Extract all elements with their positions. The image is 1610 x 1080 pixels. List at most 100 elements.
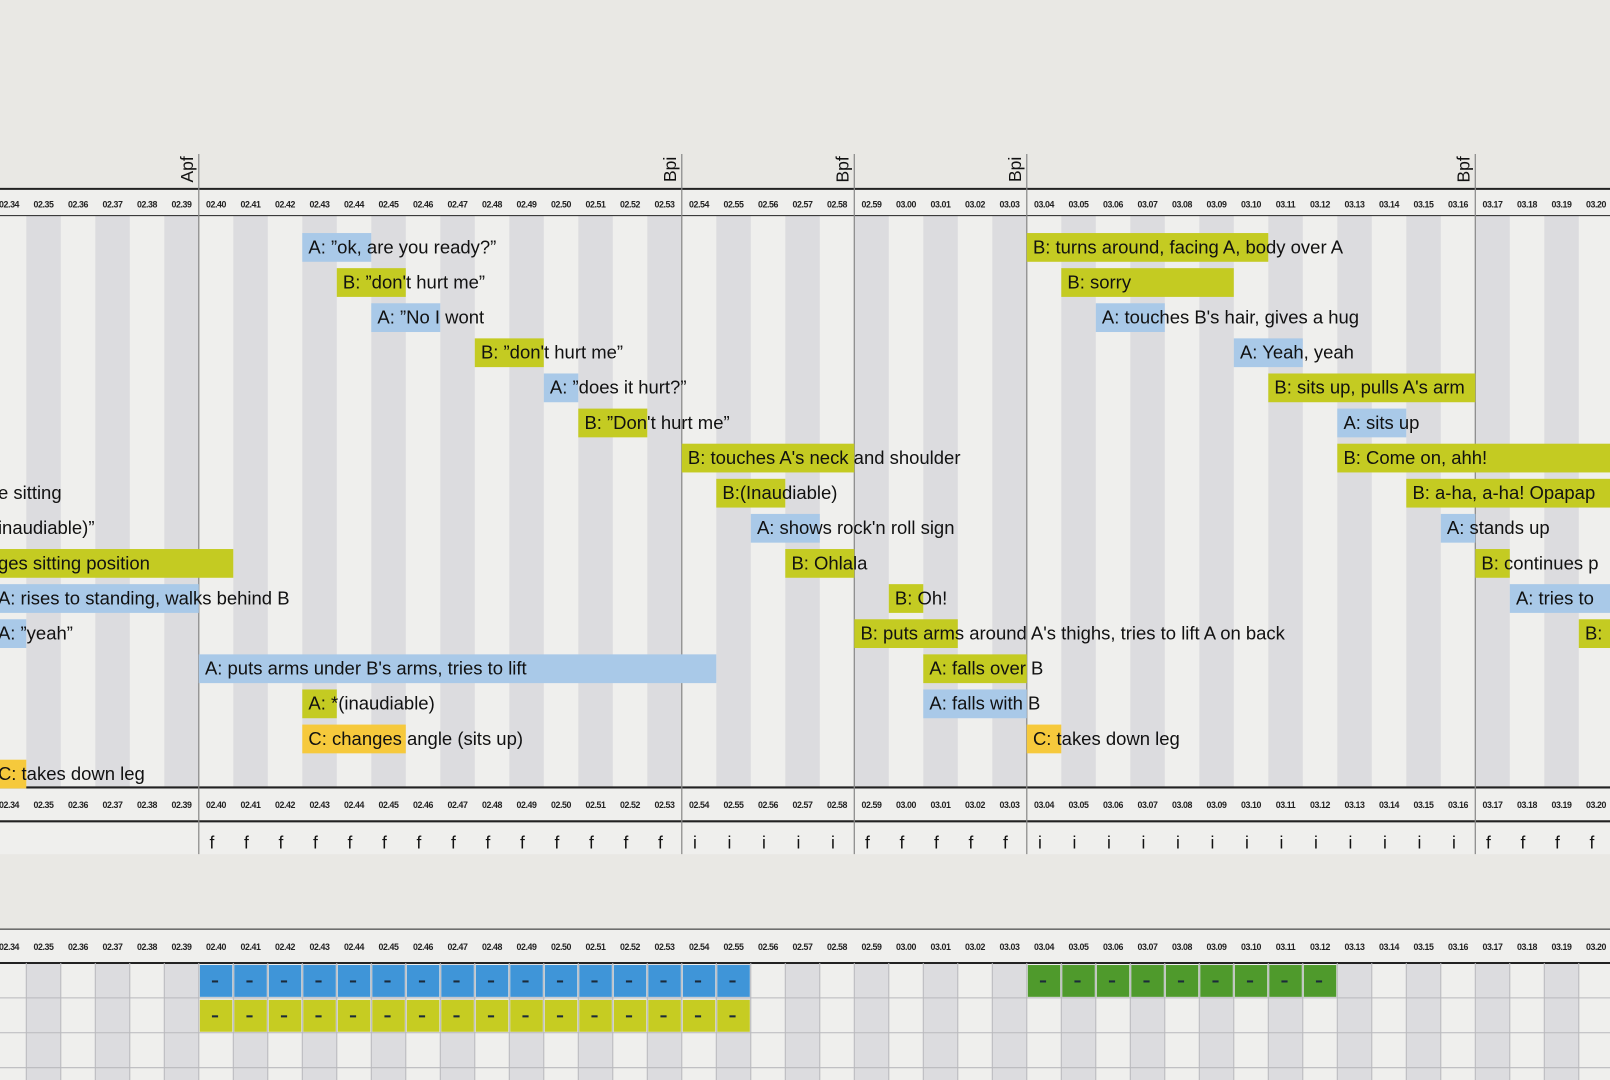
time-label: 03.07: [1138, 942, 1159, 952]
time-label: 03.20: [1586, 800, 1607, 810]
cell-tick: [487, 980, 495, 983]
time-label: 02.37: [103, 800, 124, 810]
time-label: 03.11: [1276, 942, 1296, 952]
time-label: 02.45: [379, 942, 400, 952]
time-label: 03.19: [1552, 200, 1573, 210]
cell-tick: [625, 1015, 633, 1018]
time-label: 03.17: [1483, 800, 1504, 810]
time-label: 03.07: [1138, 800, 1159, 810]
time-label: 03.19: [1552, 800, 1573, 810]
cell-tick: [1039, 980, 1047, 983]
column-stripe: [992, 962, 1027, 1080]
cell-tick: [246, 1015, 253, 1018]
event-box: [302, 724, 406, 754]
event-label: ges sitting position: [0, 552, 150, 573]
time-label: 02.47: [448, 942, 469, 952]
cell-tick: [1246, 980, 1254, 983]
time-label: 02.53: [655, 942, 676, 952]
time-label: 02.42: [275, 942, 296, 952]
time-label: 02.34: [0, 200, 20, 210]
phase-code: f: [1555, 832, 1560, 852]
time-label: 02.57: [793, 800, 814, 810]
event-box: [1026, 233, 1269, 262]
event-box: [1095, 303, 1165, 333]
time-label: 03.00: [896, 200, 917, 210]
time-label: 03.13: [1345, 942, 1366, 952]
event-label: A: puts arms under B's arms, tries to li…: [205, 658, 527, 679]
cell-tick: [453, 1015, 460, 1018]
cell-tick: [315, 1015, 322, 1018]
event-box: [302, 233, 372, 262]
time-label: 02.40: [206, 800, 227, 810]
event-label: A: rises to standing, walks behind B: [0, 587, 290, 608]
event-box: [750, 513, 820, 543]
cell-tick: [556, 980, 564, 983]
time-label: 02.49: [517, 800, 538, 810]
event-label: B: Oh!: [895, 587, 947, 608]
time-label: 02.55: [724, 942, 745, 952]
event-box: [1233, 338, 1303, 368]
phase-code: f: [589, 832, 594, 852]
event-box: [371, 303, 441, 333]
phase-label: Bpi: [660, 157, 680, 182]
time-label: 02.38: [137, 200, 158, 210]
time-label: 02.59: [862, 800, 883, 810]
time-label: 03.02: [965, 800, 986, 810]
column-stripe: [509, 215, 544, 788]
event-box: [1337, 443, 1610, 473]
event-label: B: continues p: [1481, 552, 1598, 573]
time-label: 02.48: [482, 200, 503, 210]
time-label: 02.46: [413, 200, 434, 210]
time-label: 03.16: [1448, 200, 1469, 210]
event-box: [716, 478, 786, 508]
time-label: 03.17: [1483, 200, 1504, 210]
time-label: 02.54: [689, 800, 710, 810]
time-label: 03.11: [1276, 200, 1296, 210]
cell-tick: [660, 1015, 667, 1018]
phase-code: i: [1210, 832, 1214, 852]
event-box: [336, 268, 406, 297]
time-label: 03.01: [931, 800, 952, 810]
cell-tick: [591, 980, 598, 983]
cell-tick: [694, 1015, 702, 1018]
time-label: 03.08: [1172, 942, 1193, 952]
event-label: A: Yeah, yeah: [1240, 342, 1354, 363]
time-label: 02.58: [827, 942, 848, 952]
time-label: 03.03: [1000, 942, 1021, 952]
column-stripe: [785, 962, 820, 1080]
time-label: 03.15: [1414, 942, 1435, 952]
cell-tick: [1315, 980, 1323, 983]
time-label: 02.44: [344, 200, 365, 210]
cell-tick: [349, 1015, 357, 1018]
time-label: 03.14: [1379, 800, 1400, 810]
phase-code: i: [796, 832, 800, 852]
event-box: [543, 373, 579, 403]
event-box: [888, 584, 924, 613]
time-label: 02.49: [517, 200, 538, 210]
phase-code: i: [1107, 832, 1111, 852]
column-stripe: [164, 962, 199, 1080]
time-label: 02.40: [206, 200, 227, 210]
time-label: 03.06: [1103, 800, 1124, 810]
time-label: 02.50: [551, 800, 572, 810]
event-label: e sitting: [0, 482, 62, 503]
time-label: 03.03: [1000, 800, 1021, 810]
time-label: 02.56: [758, 942, 779, 952]
cell-tick: [1177, 980, 1185, 983]
phase-code: f: [278, 832, 283, 852]
phase-code: f: [968, 832, 973, 852]
column-stripe: [95, 962, 130, 1080]
event-label: A: ”No I wont: [377, 307, 484, 328]
time-label: 03.05: [1069, 200, 1090, 210]
phase-code: i: [1417, 832, 1421, 852]
event-label: A: falls with B: [929, 693, 1040, 714]
time-label: 03.09: [1207, 800, 1228, 810]
event-box: [1268, 373, 1476, 403]
column-stripe: [854, 962, 889, 1080]
event-label: B: ”don't hurt me”: [481, 342, 623, 363]
time-label: 03.14: [1379, 942, 1400, 952]
time-label: 03.07: [1138, 200, 1159, 210]
event-label: B: sorry: [1067, 271, 1131, 292]
time-label: 02.57: [793, 942, 814, 952]
